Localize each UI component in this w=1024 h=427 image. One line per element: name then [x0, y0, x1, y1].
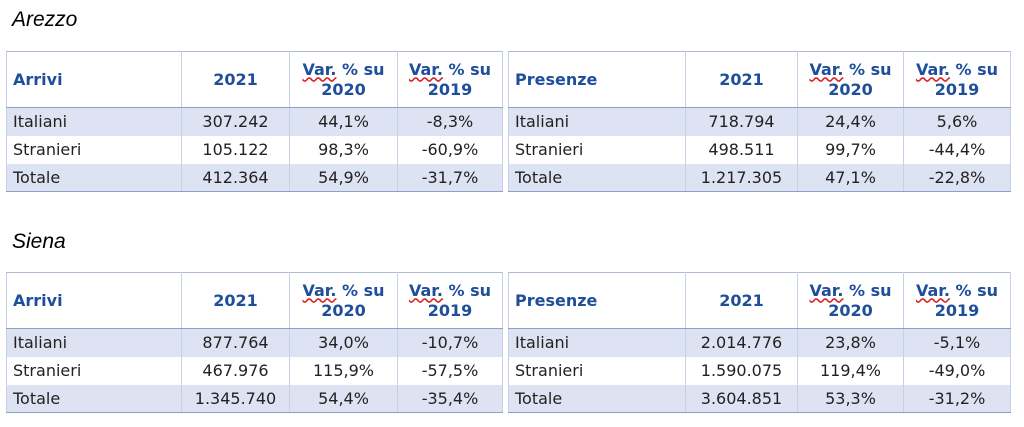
- table-row: Italiani 877.764 34,0% -10,7%: [6, 328, 503, 357]
- header-var-2019: Var. % su 2019: [903, 51, 1011, 108]
- row-label: Totale: [508, 163, 686, 192]
- cell-value: -22,8%: [903, 163, 1011, 192]
- row-label: Totale: [6, 384, 182, 413]
- cell-value: 2.014.776: [685, 328, 798, 357]
- header-year: 2021: [685, 51, 798, 108]
- header-var-2020: Var. % su 2020: [797, 272, 904, 329]
- cell-value: -10,7%: [397, 328, 503, 357]
- table-header-row: Arrivi 2021 Var. % su 2020 Var. % su 2019: [6, 272, 503, 329]
- cell-value: -31,7%: [397, 163, 503, 192]
- cell-value: -60,9%: [397, 135, 503, 164]
- row-label: Italiani: [6, 107, 182, 136]
- cell-value: 23,8%: [797, 328, 904, 357]
- table-header-row: Presenze 2021 Var. % su 2020 Var. % su 201…: [508, 51, 1011, 108]
- cell-value: 98,3%: [289, 135, 398, 164]
- header-var-2020: Var. % su 2020: [797, 51, 904, 108]
- cell-value: 467.976: [181, 356, 290, 385]
- cell-value: 99,7%: [797, 135, 904, 164]
- header-year: 2021: [181, 272, 290, 329]
- row-label: Italiani: [6, 328, 182, 357]
- table-row: Stranieri 1.590.075 119,4% -49,0%: [508, 356, 1011, 385]
- cell-value: -44,4%: [903, 135, 1011, 164]
- header-var-2019: Var. % su 2019: [397, 272, 503, 329]
- header-presenze: Presenze: [508, 51, 686, 108]
- arezzo-presenze-table: Presenze 2021 Var. % su 2020 Var. % su 201…: [508, 51, 1011, 192]
- cell-value: 115,9%: [289, 356, 398, 385]
- table-row: Stranieri 105.122 98,3% -60,9%: [6, 135, 503, 164]
- cell-value: 47,1%: [797, 163, 904, 192]
- row-label: Stranieri: [508, 135, 686, 164]
- row-label: Totale: [508, 384, 686, 413]
- header-var-2019: Var. % su 2019: [397, 51, 503, 108]
- section-title-siena: Siena: [12, 230, 66, 253]
- cell-value: 24,4%: [797, 107, 904, 136]
- row-label: Stranieri: [508, 356, 686, 385]
- row-label: Italiani: [508, 328, 686, 357]
- cell-value: 307.242: [181, 107, 290, 136]
- cell-value: -31,2%: [903, 384, 1011, 413]
- cell-value: 105.122: [181, 135, 290, 164]
- cell-value: 1.345.740: [181, 384, 290, 413]
- cell-value: 877.764: [181, 328, 290, 357]
- header-year: 2021: [181, 51, 290, 108]
- cell-value: 498.511: [685, 135, 798, 164]
- cell-value: 119,4%: [797, 356, 904, 385]
- table-row: Italiani 2.014.776 23,8% -5,1%: [508, 328, 1011, 357]
- table-header-row: Arrivi 2021 Var. % su 2020 Var. % su 2019: [6, 51, 503, 108]
- cell-value: -49,0%: [903, 356, 1011, 385]
- header-year: 2021: [685, 272, 798, 329]
- siena-arrivi-table: Arrivi 2021 Var. % su 2020 Var. % su 2019 …: [6, 272, 503, 413]
- cell-value: -5,1%: [903, 328, 1011, 357]
- table-row: Totale 1.345.740 54,4% -35,4%: [6, 384, 503, 413]
- table-row: Totale 412.364 54,9% -31,7%: [6, 163, 503, 192]
- arezzo-arrivi-table: Arrivi 2021 Var. % su 2020 Var. % su 2019 …: [6, 51, 503, 192]
- cell-value: 34,0%: [289, 328, 398, 357]
- cell-value: 1.590.075: [685, 356, 798, 385]
- table-row: Stranieri 467.976 115,9% -57,5%: [6, 356, 503, 385]
- row-label: Stranieri: [6, 135, 182, 164]
- row-label: Totale: [6, 163, 182, 192]
- siena-presenze-table: Presenze 2021 Var. % su 2020 Var. % su 201…: [508, 272, 1011, 413]
- table-row: Stranieri 498.511 99,7% -44,4%: [508, 135, 1011, 164]
- cell-value: 1.217.305: [685, 163, 798, 192]
- table-header-row: Presenze 2021 Var. % su 2020 Var. % su 201…: [508, 272, 1011, 329]
- table-row: Italiani 307.242 44,1% -8,3%: [6, 107, 503, 136]
- header-presenze: Presenze: [508, 272, 686, 329]
- cell-value: 53,3%: [797, 384, 904, 413]
- table-row: Totale 3.604.851 53,3% -31,2%: [508, 384, 1011, 413]
- cell-value: 718.794: [685, 107, 798, 136]
- row-label: Italiani: [508, 107, 686, 136]
- cell-value: -57,5%: [397, 356, 503, 385]
- cell-value: -35,4%: [397, 384, 503, 413]
- cell-value: 44,1%: [289, 107, 398, 136]
- cell-value: -8,3%: [397, 107, 503, 136]
- cell-value: 3.604.851: [685, 384, 798, 413]
- header-var-2020: Var. % su 2020: [289, 51, 398, 108]
- section-title-arezzo: Arezzo: [12, 8, 78, 31]
- table-row: Italiani 718.794 24,4% 5,6%: [508, 107, 1011, 136]
- cell-value: 54,9%: [289, 163, 398, 192]
- header-var-2019: Var. % su 2019: [903, 272, 1011, 329]
- cell-value: 5,6%: [903, 107, 1011, 136]
- cell-value: 412.364: [181, 163, 290, 192]
- header-arrivi: Arrivi: [6, 272, 182, 329]
- cell-value: 54,4%: [289, 384, 398, 413]
- table-row: Totale 1.217.305 47,1% -22,8%: [508, 163, 1011, 192]
- header-var-2020: Var. % su 2020: [289, 272, 398, 329]
- row-label: Stranieri: [6, 356, 182, 385]
- header-arrivi: Arrivi: [6, 51, 182, 108]
